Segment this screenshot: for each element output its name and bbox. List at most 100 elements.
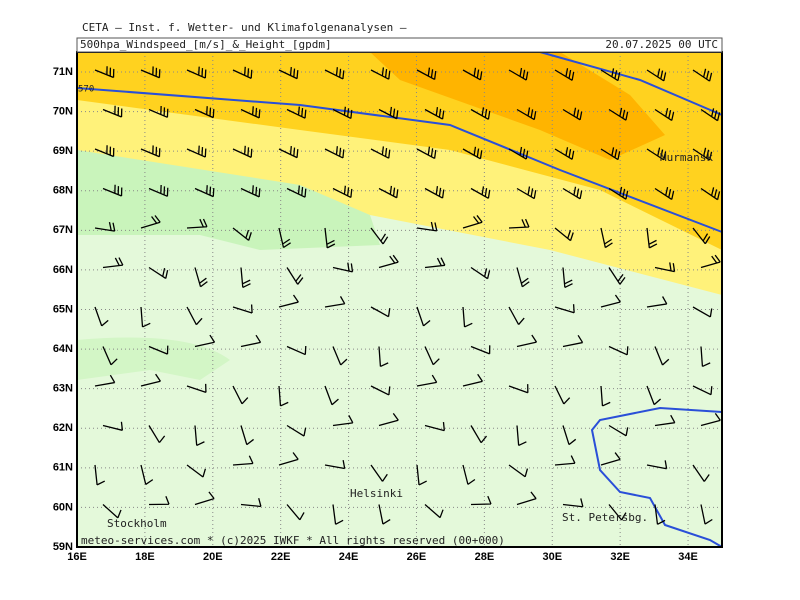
lat-label: 59N — [53, 541, 73, 553]
wind-barb — [332, 262, 354, 273]
wind-barb — [332, 415, 354, 427]
wind-barb — [278, 66, 299, 80]
wind-barb — [462, 215, 483, 229]
wind-barb — [462, 464, 476, 485]
wind-barb — [646, 296, 668, 308]
wind-barb — [240, 334, 262, 348]
wind-barb — [654, 504, 666, 525]
wind-barb — [608, 186, 629, 200]
wind-barb — [286, 106, 307, 119]
wind-barb — [186, 383, 207, 394]
wind-barb — [470, 186, 491, 199]
wind-barb — [470, 495, 492, 506]
lat-label: 60N — [53, 501, 73, 513]
lat-label: 61N — [53, 462, 73, 474]
wind-barb — [140, 145, 161, 158]
wind-barb — [416, 146, 437, 160]
lat-label: 66N — [53, 264, 73, 276]
wind-barb — [378, 346, 389, 368]
wind-barb — [194, 425, 205, 447]
wind-barb — [508, 464, 529, 478]
wind-barb — [508, 67, 529, 81]
wind-barb — [286, 424, 307, 437]
wind-barb — [332, 106, 353, 120]
wind-barb — [370, 464, 388, 482]
wind-barb — [554, 147, 575, 160]
wind-barb — [516, 491, 537, 506]
lon-label: 34E — [678, 551, 698, 563]
wind-barb — [186, 66, 207, 79]
lon-label: 32E — [610, 551, 630, 563]
wind-barb — [286, 345, 307, 356]
wind-barb — [324, 459, 346, 470]
contour-label: 570 — [78, 85, 94, 95]
wind-barb — [600, 68, 621, 82]
wind-barb — [646, 385, 662, 406]
wind-barb — [424, 257, 446, 269]
institute: CETA – Inst. f. Wetter- und Klimafolgena… — [82, 21, 407, 34]
place-label: St. Petersbg. — [562, 511, 648, 524]
wind-barb — [94, 66, 115, 79]
wind-barb — [370, 67, 391, 80]
wind-barb — [370, 227, 389, 245]
wind-barb — [562, 425, 577, 446]
wind-barb — [102, 105, 123, 118]
wind-barb — [102, 257, 124, 269]
wind-barb — [692, 68, 713, 82]
wind-barb — [186, 145, 207, 158]
lon-label: 28E — [475, 551, 495, 563]
wind-barb — [286, 504, 305, 521]
wind-barb — [102, 346, 118, 366]
wind-barb — [516, 267, 530, 288]
wind-barb — [554, 455, 576, 466]
wind-barb — [94, 306, 109, 327]
wind-barb — [102, 421, 124, 431]
wind-barb — [240, 267, 251, 289]
wind-barb — [140, 306, 151, 328]
wind-barb — [140, 66, 161, 79]
wind-barb — [240, 498, 262, 508]
wind-barb — [240, 185, 261, 198]
wind-barb — [562, 267, 573, 288]
wind-barb — [278, 452, 299, 466]
wind-barb — [608, 107, 629, 121]
wind-barb — [378, 185, 399, 199]
height-contour — [76, 87, 723, 233]
wind-band-light — [77, 337, 230, 380]
height-contour — [539, 51, 723, 116]
wind-barb — [470, 345, 491, 355]
wind-barb — [654, 186, 675, 200]
wind-barb — [416, 67, 437, 81]
datetime: 20.07.2025 00 UTC — [605, 38, 718, 51]
lon-label: 20E — [203, 551, 223, 563]
wind-barb — [424, 186, 445, 199]
wind-barb — [286, 185, 307, 198]
wind-barb — [324, 227, 336, 249]
wind-barb — [286, 267, 304, 285]
wind-barb — [562, 498, 584, 508]
wind-barb — [654, 414, 676, 427]
wind-barb — [516, 425, 527, 447]
wind-barb — [378, 412, 399, 427]
lat-label: 63N — [53, 383, 73, 395]
wind-barb — [232, 304, 253, 314]
wind-barb — [278, 294, 299, 308]
wind-barb — [600, 227, 613, 249]
wind-barb — [424, 422, 445, 432]
wind-barb — [194, 106, 215, 119]
wind-barb — [516, 186, 537, 200]
wind-barb — [102, 504, 122, 519]
wind-barb — [470, 266, 491, 280]
wind-barb — [700, 254, 721, 269]
wind-barb — [148, 184, 169, 197]
wind-barb — [562, 334, 584, 348]
wind-barb — [324, 67, 345, 80]
wind-barb — [608, 267, 626, 285]
wind-barb — [508, 306, 525, 325]
wind-barb — [416, 221, 438, 232]
wind-barb — [608, 504, 627, 521]
wind-barb — [646, 68, 667, 82]
wind-barb — [194, 491, 215, 506]
wind-barb — [462, 146, 483, 160]
